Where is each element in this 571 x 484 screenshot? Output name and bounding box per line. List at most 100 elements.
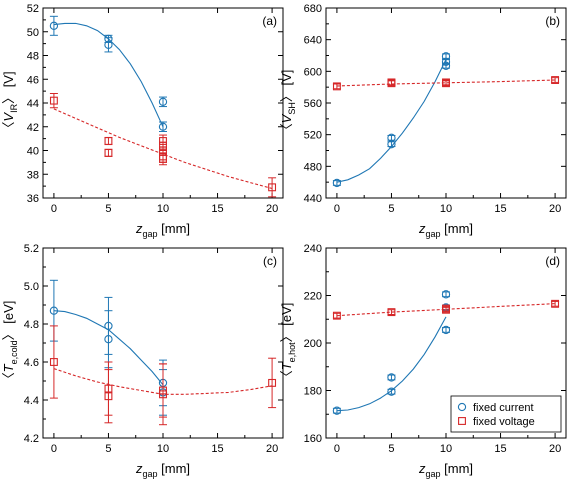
- y-tick-label: 44: [27, 98, 39, 110]
- fit-line-fixed_current: [336, 59, 447, 183]
- y-axis-title: 〈Te,cold〉 [eV]: [1, 301, 19, 386]
- y-axis-title-sub: IR: [9, 103, 19, 113]
- y-axis-title-main: V: [1, 112, 16, 122]
- legend-label-fixed-current: fixed current: [473, 402, 534, 414]
- y-tick-label: 52: [27, 3, 39, 15]
- data-point-fixed_current: [332, 406, 342, 415]
- panel-0: 0 5 10 15 20 36 38 40 42 44 46 48 50 52 (a) zgap [mm] 〈V…: [1, 3, 284, 239]
- fit-line-fixed_current: [336, 316, 447, 412]
- y-tick-label: 46: [27, 74, 39, 86]
- y-tick-label: 36: [27, 193, 39, 205]
- data-point-fixed_current: [158, 97, 168, 106]
- data-point-fixed_current: [387, 373, 396, 382]
- y-tick-label: 4.6: [24, 357, 39, 369]
- x-tick-label: 0: [51, 443, 57, 455]
- legend-box: [450, 395, 562, 433]
- data-point-fixed_voltage: [104, 148, 113, 157]
- data-point-fixed_voltage: [49, 358, 58, 366]
- y-axis-title-main: T: [279, 361, 294, 370]
- y-tick-label: 240: [304, 243, 322, 255]
- y-axis-title-post: 〉 [V]: [279, 70, 294, 103]
- panel-1: 0 5 10 15 20 440 480 520 560 600 640 680 (b) zgap [mm…: [279, 3, 567, 239]
- panel-3: 0 5 10 15 20 160 180 200 220 240 (d) zgap [mm] 〈Te,h…: [279, 243, 567, 479]
- x-tick-label: 15: [211, 203, 223, 215]
- y-tick-label: 4.8: [24, 319, 39, 331]
- y-tick-label: 38: [27, 169, 39, 181]
- y-axis-title-sub: e,hot: [287, 342, 297, 363]
- x-tick-label: 5: [388, 443, 394, 455]
- y-tick-label: 4.4: [24, 395, 39, 407]
- data-point-fixed_voltage: [442, 304, 450, 313]
- data-point-fixed_voltage: [49, 96, 58, 105]
- data-point-fixed_current: [387, 387, 396, 396]
- data-point-fixed_voltage: [159, 390, 167, 399]
- data-point-fixed_voltage: [268, 378, 277, 387]
- data-point-fixed_current: [49, 306, 59, 315]
- data-point-fixed_current: [49, 21, 59, 30]
- panel-label: (a): [262, 14, 277, 28]
- x-axis-title: zgap [mm]: [418, 221, 473, 239]
- fit-line-fixed_voltage: [336, 79, 556, 87]
- data-point-fixed_voltage: [332, 311, 341, 320]
- y-axis-title-sub: e,cold: [9, 340, 19, 364]
- y-axis-title-main: V: [279, 113, 294, 123]
- legend: fixed current fixed voltage: [450, 395, 562, 433]
- y-axis-title-post: 〉 [eV]: [1, 301, 16, 341]
- y-tick-label: 180: [304, 386, 322, 398]
- data-point-fixed_voltage: [332, 82, 341, 91]
- data-point-fixed_current: [387, 133, 396, 142]
- x-tick-label: 15: [211, 443, 223, 455]
- y-axis-title-pre: 〈: [1, 122, 16, 135]
- y-tick-label: 680: [304, 3, 322, 15]
- y-tick-label: 200: [304, 338, 322, 350]
- legend-label-fixed-voltage: fixed voltage: [473, 416, 535, 428]
- legend-marker-circle: [457, 402, 467, 412]
- data-point-fixed_voltage: [268, 183, 277, 192]
- y-tick-label: 48: [27, 51, 39, 63]
- y-axis-title-pre: 〈: [279, 370, 294, 383]
- x-axis-title-sub: gap: [425, 229, 440, 239]
- x-tick-label: 10: [157, 443, 169, 455]
- y-tick-label: 160: [304, 433, 322, 445]
- data-point-fixed_voltage: [104, 392, 113, 401]
- x-tick-label: 0: [334, 203, 340, 215]
- x-axis-title: zgap [mm]: [135, 221, 190, 239]
- y-tick-label: 5.0: [24, 281, 39, 293]
- x-axis-title-unit: [mm]: [158, 221, 191, 236]
- x-axis-title: zgap [mm]: [135, 461, 190, 479]
- panel-label: (c): [263, 254, 277, 268]
- x-axis-title-unit: [mm]: [441, 221, 474, 236]
- y-tick-label: 50: [27, 27, 39, 39]
- data-point-fixed_voltage: [551, 299, 560, 308]
- x-tick-label: 20: [549, 203, 561, 215]
- y-axis-title: 〈VIR〉 [V]: [1, 71, 19, 134]
- panel-2: 0 5 10 15 20 4.2 4.4 4.6 4.8 5.0 5.2 (c) zgap [mm] 〈T…: [1, 243, 284, 479]
- x-tick-label: 5: [388, 203, 394, 215]
- y-axis-title-post: 〉 [eV]: [279, 303, 294, 343]
- x-tick-label: 10: [440, 203, 452, 215]
- legend-marker-square: [458, 417, 466, 425]
- x-tick-label: 0: [51, 203, 57, 215]
- x-tick-label: 5: [105, 443, 111, 455]
- data-point-fixed_voltage: [387, 308, 396, 317]
- y-tick-label: 640: [304, 35, 322, 47]
- x-tick-label: 0: [334, 443, 340, 455]
- x-axis-title-main: z: [135, 461, 143, 476]
- x-axis-title-unit: [mm]: [441, 461, 474, 476]
- data-point-fixed_current: [104, 335, 113, 344]
- x-tick-label: 15: [494, 203, 506, 215]
- data-point-fixed_voltage: [442, 78, 450, 87]
- fit-line-fixed_voltage: [336, 303, 556, 317]
- x-axis-title-main: z: [418, 461, 426, 476]
- y-tick-label: 560: [304, 98, 322, 110]
- data-point-fixed_current: [441, 290, 451, 299]
- y-axis-title: 〈Te,hot〉 [eV]: [279, 303, 297, 384]
- data-point-fixed_voltage: [159, 154, 167, 163]
- y-axis-title-pre: 〈: [279, 123, 294, 136]
- y-tick-label: 5.2: [24, 243, 39, 255]
- y-axis-title-main: T: [1, 363, 16, 372]
- y-tick-label: 600: [304, 66, 322, 78]
- y-tick-label: 440: [304, 193, 322, 205]
- x-tick-label: 15: [494, 443, 506, 455]
